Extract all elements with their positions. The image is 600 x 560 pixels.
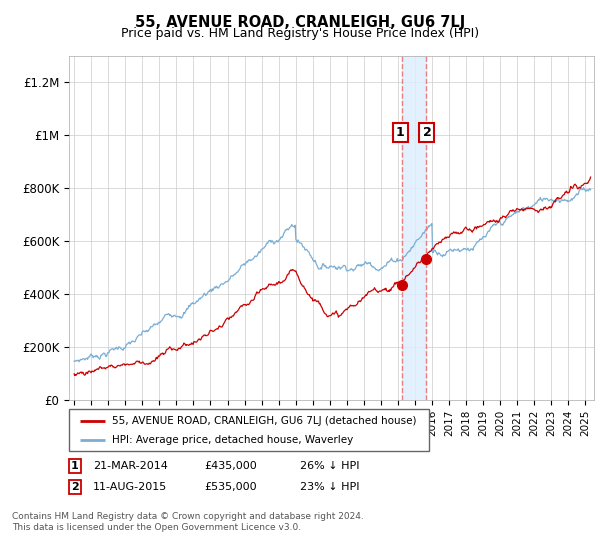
Bar [402,56,425,400]
Text: 1: 1 [71,461,79,471]
Text: Contains HM Land Registry data © Crown copyright and database right 2024.
This d: Contains HM Land Registry data © Crown c… [12,512,364,532]
Text: 2: 2 [422,127,431,139]
Text: 11-AUG-2015: 11-AUG-2015 [93,482,167,492]
Text: Price paid vs. HM Land Registry's House Price Index (HPI): Price paid vs. HM Land Registry's House … [121,27,479,40]
Text: £435,000: £435,000 [204,461,257,471]
Text: 1: 1 [396,127,405,139]
Text: £535,000: £535,000 [204,482,257,492]
Text: HPI: Average price, detached house, Waverley: HPI: Average price, detached house, Wave… [112,435,353,445]
Text: 26% ↓ HPI: 26% ↓ HPI [300,461,359,471]
Text: 21-MAR-2014: 21-MAR-2014 [93,461,168,471]
FancyBboxPatch shape [69,409,429,451]
Text: 23% ↓ HPI: 23% ↓ HPI [300,482,359,492]
Text: 55, AVENUE ROAD, CRANLEIGH, GU6 7LJ: 55, AVENUE ROAD, CRANLEIGH, GU6 7LJ [135,15,465,30]
Text: 2: 2 [71,482,79,492]
Text: 55, AVENUE ROAD, CRANLEIGH, GU6 7LJ (detached house): 55, AVENUE ROAD, CRANLEIGH, GU6 7LJ (det… [112,416,416,426]
